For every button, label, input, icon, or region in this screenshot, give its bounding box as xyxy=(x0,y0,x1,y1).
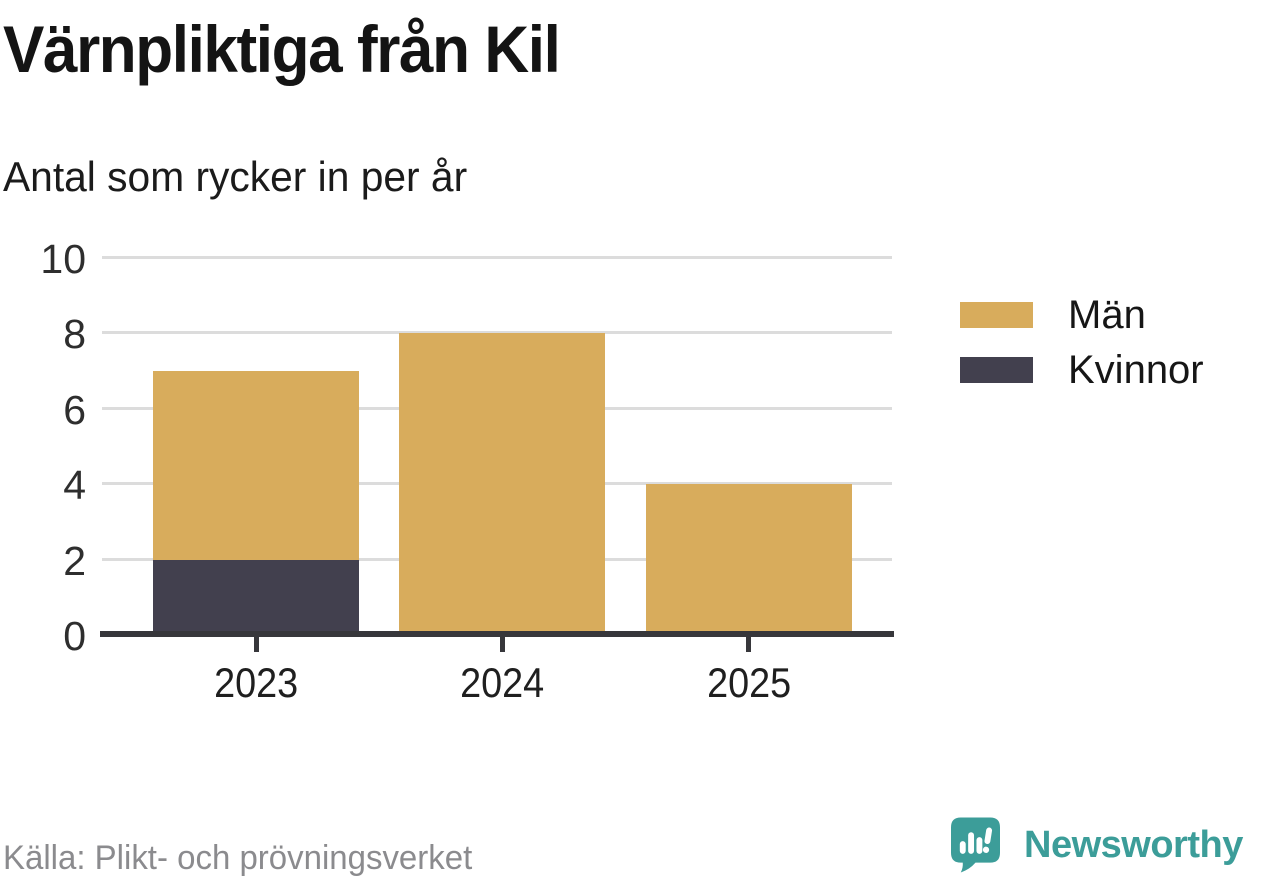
bar-segment-kvinnor xyxy=(153,559,360,635)
source-note: Källa: Plikt- och prövningsverket xyxy=(3,839,473,877)
bar-segment-män xyxy=(153,371,360,560)
x-axis-labels: 2023 2024 2025 xyxy=(133,659,872,706)
chart-title: Värnpliktiga från Kil xyxy=(3,12,561,86)
bar-group xyxy=(626,258,872,635)
y-tick-label: 2 xyxy=(63,537,86,584)
x-tick-slot xyxy=(379,637,625,652)
newsworthy-logo[interactable]: Newsworthy xyxy=(951,817,1243,873)
x-tick-slot xyxy=(626,637,872,652)
bar-segment-män xyxy=(399,333,606,635)
stacked-bar xyxy=(645,258,852,635)
plot-area xyxy=(100,256,894,637)
x-axis-ticks xyxy=(133,637,872,652)
bar-glyph-tall xyxy=(968,832,975,854)
legend-swatch xyxy=(960,302,1033,328)
legend-swatch xyxy=(960,357,1033,383)
y-tick-label: 8 xyxy=(63,311,86,358)
bar-group xyxy=(379,258,625,635)
bar-glyph-small xyxy=(959,841,966,854)
x-tick-label: 2024 xyxy=(460,659,545,706)
legend: Män Kvinnor xyxy=(960,293,1204,412)
stacked-bar xyxy=(153,258,360,635)
x-tick xyxy=(746,637,752,652)
y-tick-label: 10 xyxy=(40,236,86,282)
legend-label: Kvinnor xyxy=(1068,348,1204,392)
x-tick xyxy=(253,637,259,652)
x-tick-label: 2023 xyxy=(214,659,299,706)
legend-row: Män xyxy=(960,293,1204,337)
legend-row: Kvinnor xyxy=(960,348,1204,392)
x-tick xyxy=(499,637,505,652)
x-axis-line xyxy=(100,631,894,637)
bar-group xyxy=(133,258,379,635)
exclamation-icon xyxy=(982,827,993,853)
stacked-bar xyxy=(399,258,606,635)
y-tick-label: 4 xyxy=(63,462,86,509)
bar-glyph-medium xyxy=(976,837,983,854)
gridline xyxy=(102,331,892,335)
x-tick-slot xyxy=(133,637,379,652)
legend-label: Män xyxy=(1068,293,1146,337)
y-tick-label: 6 xyxy=(63,386,86,433)
bars-region xyxy=(133,258,872,635)
chart-subtitle: Antal som rycker in per år xyxy=(3,153,468,200)
bar-segment-män xyxy=(645,484,852,635)
gridline xyxy=(102,256,892,259)
y-axis: 0 2 4 6 8 10 xyxy=(0,237,86,658)
newsworthy-bubble-icon xyxy=(951,817,1000,873)
x-tick-label: 2025 xyxy=(706,659,791,706)
y-tick-label: 0 xyxy=(63,613,86,659)
newsworthy-wordmark: Newsworthy xyxy=(1024,823,1243,866)
